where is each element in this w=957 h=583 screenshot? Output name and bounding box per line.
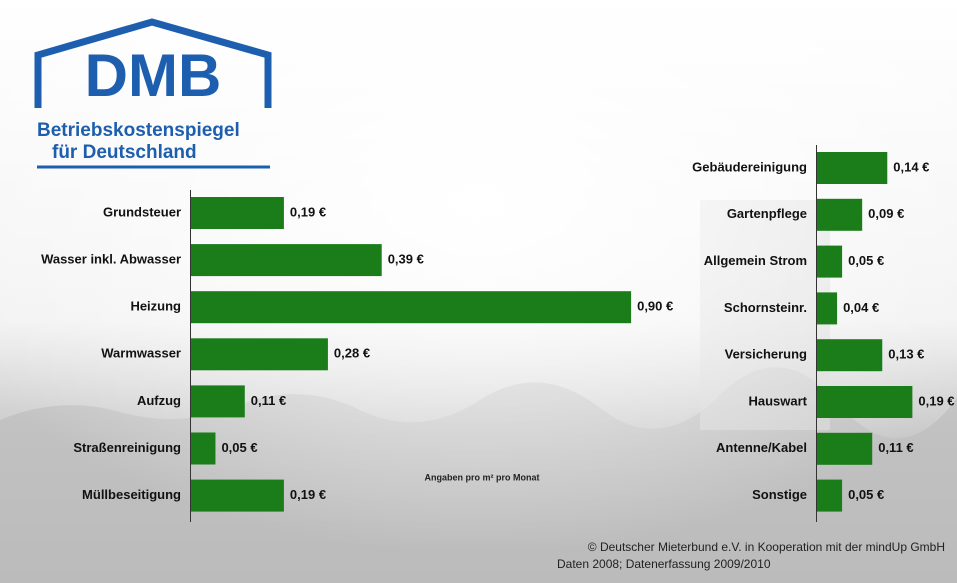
value-label: 0,19 € xyxy=(290,204,326,219)
value-label: 0,90 € xyxy=(637,299,673,314)
category-label: Wasser inkl. Abwasser xyxy=(41,252,181,267)
category-label: Straßenreinigung xyxy=(73,440,181,455)
logo-line: für Deutschland xyxy=(52,142,197,163)
value-label: 0,11 € xyxy=(251,393,286,408)
value-label: 0,28 € xyxy=(334,346,370,361)
bar xyxy=(191,385,245,417)
value-label: 0,11 € xyxy=(878,440,913,455)
value-label: 0,05 € xyxy=(848,253,884,268)
category-label: Allgemein Strom xyxy=(704,253,807,268)
value-label: 0,19 € xyxy=(290,487,326,502)
unit-note: Angaben pro m² pro Monat xyxy=(425,472,540,482)
category-label: Versicherung xyxy=(725,347,807,362)
bar xyxy=(817,433,872,465)
bar xyxy=(817,152,887,184)
category-label: Schornsteinr. xyxy=(724,300,807,315)
value-label: 0,04 € xyxy=(843,300,879,315)
bar xyxy=(191,197,284,229)
category-label: Grundsteuer xyxy=(103,204,181,219)
bar xyxy=(817,292,837,324)
value-label: 0,13 € xyxy=(888,347,924,362)
bar xyxy=(191,433,215,465)
bar xyxy=(191,244,382,276)
category-label: Aufzug xyxy=(137,393,181,408)
bar xyxy=(817,339,882,371)
bar xyxy=(817,246,842,278)
value-label: 0,14 € xyxy=(893,159,929,174)
category-label: Hauswart xyxy=(748,393,807,408)
value-label: 0,05 € xyxy=(848,487,884,502)
bar xyxy=(817,386,912,418)
category-label: Sonstige xyxy=(752,487,807,502)
value-label: 0,19 € xyxy=(918,393,954,408)
bar xyxy=(817,199,862,231)
category-label: Gartenpflege xyxy=(727,206,807,221)
value-label: 0,39 € xyxy=(388,252,424,267)
footer: Daten 2008; Datenerfassung 2009/2010 xyxy=(557,557,771,571)
category-label: Heizung xyxy=(130,299,181,314)
bar xyxy=(191,291,631,323)
bar xyxy=(817,480,842,512)
bar xyxy=(191,338,328,370)
value-label: 0,05 € xyxy=(221,440,257,455)
value-label: 0,09 € xyxy=(868,206,904,221)
infographic: DMB Betriebskostenspiegel für Deutschlan… xyxy=(0,0,957,583)
category-label: Gebäudereinigung xyxy=(692,159,807,174)
logo-line: Betriebskostenspiegel xyxy=(37,120,240,141)
category-label: Müllbeseitigung xyxy=(82,487,181,502)
footer: © Deutscher Mieterbund e.V. in Kooperati… xyxy=(588,540,945,554)
bar xyxy=(191,480,284,512)
category-label: Warmwasser xyxy=(101,346,181,361)
logo-title: DMB xyxy=(85,42,222,109)
category-label: Antenne/Kabel xyxy=(716,440,807,455)
